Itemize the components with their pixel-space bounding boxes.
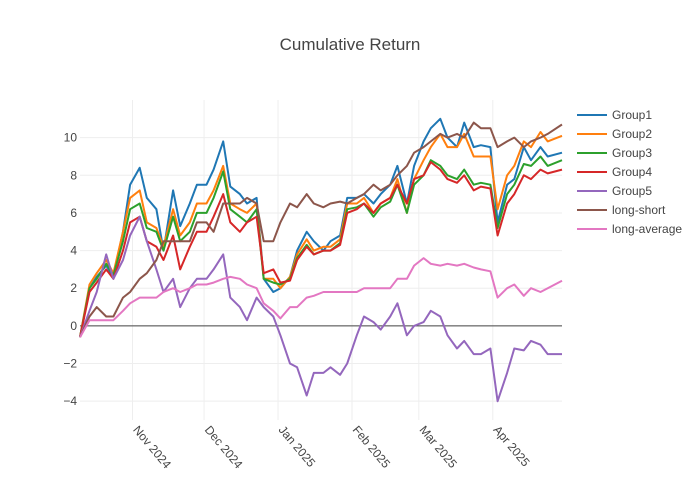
- legend-item-Group5[interactable]: Group5: [577, 184, 652, 198]
- y-tick-label: 8: [70, 168, 77, 182]
- y-tick-label: −2: [63, 357, 77, 371]
- legend-label: Group1: [612, 108, 652, 122]
- y-tick-label: 10: [64, 131, 78, 145]
- legend-item-Group3[interactable]: Group3: [577, 146, 652, 160]
- series-lines: [79, 117, 563, 403]
- series-line-Group1: [79, 117, 563, 338]
- legend-item-Group2[interactable]: Group2: [577, 127, 652, 141]
- legend-item-long-short[interactable]: long-short: [577, 203, 666, 217]
- legend-item-Group4[interactable]: Group4: [577, 165, 652, 179]
- y-axis-ticks: −4 −2 0 2 4 6 8 10: [63, 131, 77, 409]
- legend-label: Group3: [612, 146, 652, 160]
- legend-label: long-average: [612, 222, 682, 236]
- y-tick-label: −4: [63, 394, 77, 408]
- y-tick-label: 6: [70, 206, 77, 220]
- legend-item-long-average[interactable]: long-average: [577, 222, 682, 236]
- series-line-Group5: [79, 215, 562, 403]
- series-line-long-short: [79, 121, 563, 338]
- legend-label: Group4: [612, 165, 652, 179]
- y-tick-label: 0: [70, 319, 77, 333]
- legend-label: Group2: [612, 127, 652, 141]
- chart-title: Cumulative Return: [280, 35, 421, 54]
- y-tick-label: 2: [70, 281, 77, 295]
- legend-label: Group5: [612, 184, 652, 198]
- series-line-long-average: [79, 257, 563, 338]
- y-tick-label: 4: [70, 244, 77, 258]
- legend-item-Group1[interactable]: Group1: [577, 108, 652, 122]
- legend[interactable]: Group1 Group2 Group3 Group4 Group5 long-short…: [577, 108, 682, 236]
- series-line-Group2: [79, 131, 563, 338]
- legend-label: long-short: [612, 203, 666, 217]
